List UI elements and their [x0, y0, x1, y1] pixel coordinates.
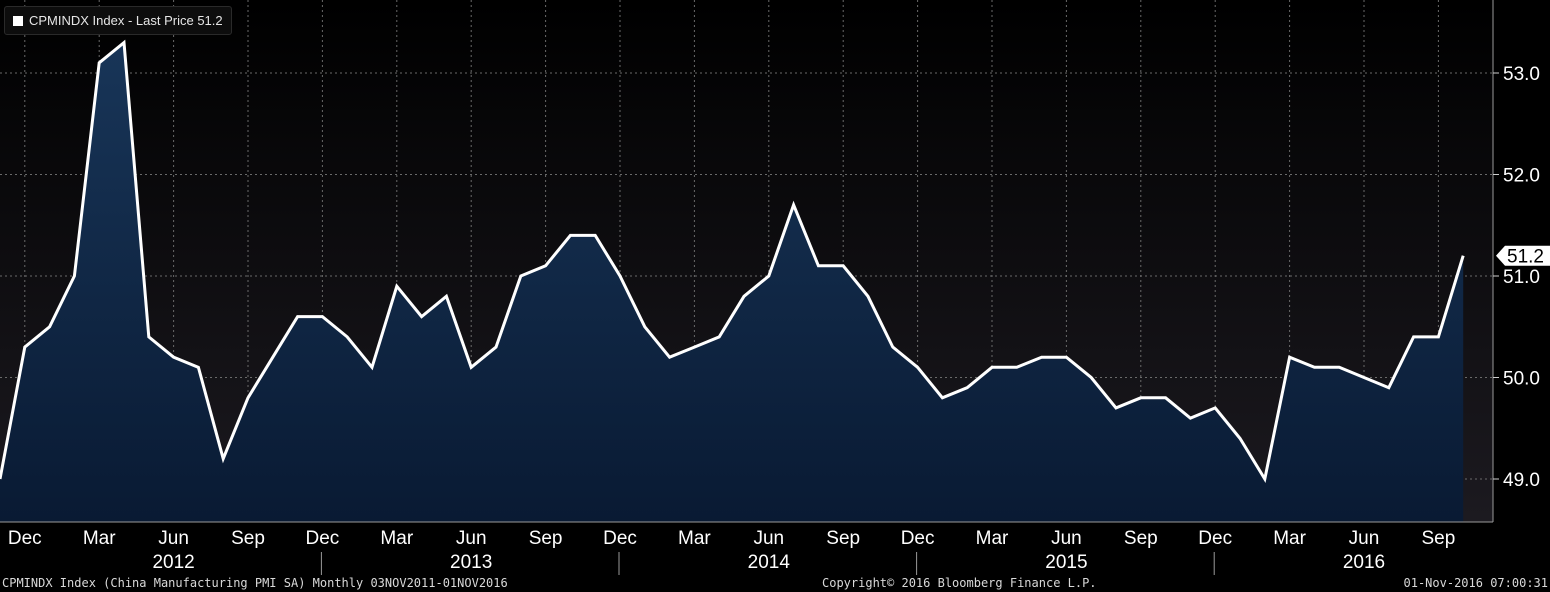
- x-tick-label: Dec: [1198, 528, 1232, 549]
- x-tick-label: Mar: [83, 528, 116, 549]
- y-tick-label: 51.0: [1503, 267, 1540, 288]
- x-tick-label: Mar: [380, 528, 413, 549]
- x-year-label: 2013: [450, 552, 492, 573]
- x-tick-label: Mar: [1273, 528, 1306, 549]
- footer-timestamp: 01-Nov-2016 07:00:31: [1403, 576, 1549, 590]
- x-tick-label: Dec: [603, 528, 637, 549]
- x-year-label: 2015: [1045, 552, 1087, 573]
- axis-layer: 49.0 50.0 51.0 52.0 53.0 51.2 Dec Mar Jun Sep Dec M…: [0, 0, 1550, 575]
- x-tick-label: Sep: [1421, 528, 1455, 549]
- x-tick-label: Sep: [826, 528, 860, 549]
- footer-copyright: Copyright© 2016 Bloomberg Finance L.P.: [822, 576, 1097, 590]
- x-tick-label: Dec: [306, 528, 340, 549]
- y-tick-label: 49.0: [1503, 470, 1540, 491]
- x-tick-label: Jun: [158, 528, 189, 549]
- y-tick-label: 53.0: [1503, 64, 1540, 85]
- x-year-label: 2014: [748, 552, 791, 573]
- x-tick-label: Jun: [1051, 528, 1082, 549]
- last-price-marker: [1496, 245, 1550, 266]
- x-year-label: 2012: [152, 552, 194, 573]
- x-tick-label: Sep: [231, 528, 265, 549]
- x-tick-label: Mar: [678, 528, 711, 549]
- y-tick-label: 52.0: [1503, 166, 1540, 187]
- y-tick-label: 50.0: [1503, 369, 1540, 390]
- legend-label: CPMINDX Index - Last Price 51.2: [29, 13, 223, 28]
- legend-swatch: [13, 15, 23, 26]
- x-tick-label: Sep: [1124, 528, 1158, 549]
- series-line: [0, 39, 1465, 484]
- x-tick-label: Sep: [529, 528, 563, 549]
- footer-description: CPMINDX Index (China Manufacturing PMI S…: [2, 576, 508, 590]
- area-layer: [0, 39, 1465, 522]
- x-tick-label: Jun: [456, 528, 487, 549]
- x-tick-label: Jun: [1349, 528, 1380, 549]
- x-tick-label: Dec: [901, 528, 935, 549]
- x-tick-label: Dec: [8, 528, 42, 549]
- legend: CPMINDX Index - Last Price 51.2: [4, 6, 232, 35]
- series-area: [0, 42, 1464, 522]
- x-tick-label: Mar: [976, 528, 1009, 549]
- x-year-label: 2016: [1343, 552, 1385, 573]
- x-tick-label: Jun: [753, 528, 784, 549]
- last-price-label: 51.2: [1507, 247, 1544, 268]
